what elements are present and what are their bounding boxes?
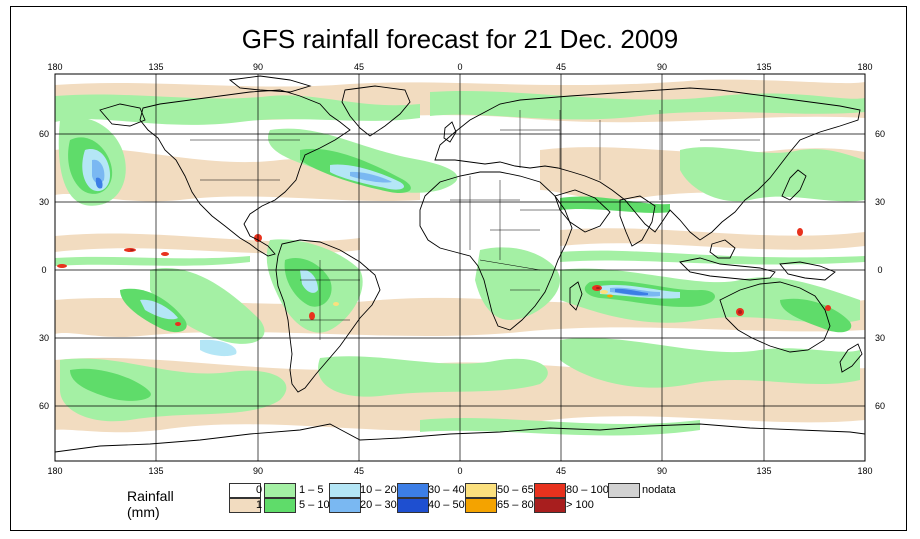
top-tick-label: 180: [857, 62, 872, 72]
coast-new-guinea: [779, 261, 836, 281]
legend-label: 80 – 100: [566, 484, 609, 496]
rain-band-65-80: [607, 294, 613, 298]
left-tick-label: 0: [41, 265, 46, 275]
right-lat-ticks: 60 30 0 30 60: [875, 129, 885, 411]
coast-new-zealand: [839, 343, 863, 373]
graticule: [55, 74, 865, 461]
top-tick-label: 90: [657, 62, 667, 72]
legend-title: Rainfall (mm): [127, 488, 174, 520]
bottom-tick-label: 135: [148, 466, 163, 476]
coast-madagascar: [569, 281, 583, 311]
coast-australia: [719, 281, 831, 353]
legend-swatch-1-5: [264, 483, 296, 498]
right-tick-label: 60: [875, 129, 885, 139]
legend-swatch-20-30: [329, 498, 361, 513]
legend-swatch-1: [229, 498, 261, 513]
left-lat-ticks: 60 30 0 30 60: [39, 129, 49, 411]
legend-label: 65 – 80: [497, 499, 534, 511]
rain-band-over-100: [130, 249, 742, 314]
coast-borneo: [709, 239, 736, 259]
right-tick-label: 0: [877, 265, 882, 275]
coast-indonesia: [679, 257, 776, 281]
bottom-lon-ticks: 180 135 90 45 0 45 90 135 180: [47, 466, 872, 476]
rain-band-1-5: [55, 90, 865, 436]
bottom-tick-label: 0: [457, 466, 462, 476]
right-tick-label: 30: [875, 197, 885, 207]
right-tick-label: 60: [875, 401, 885, 411]
map-title: GFS rainfall forecast for 21 Dec. 2009: [241, 24, 679, 54]
coast-britain: [443, 121, 457, 143]
top-lon-ticks: 180 135 90 45 0 45 90 135 180: [47, 62, 872, 72]
coast-antarctica: [55, 423, 865, 453]
legend-label: 5 – 10: [299, 499, 330, 511]
top-tick-label: 180: [47, 62, 62, 72]
coast-north-america: [139, 89, 351, 257]
legend-swatch-10-20: [329, 483, 361, 498]
coast-alaska: [99, 103, 146, 127]
legend-label: 50 – 65: [497, 484, 534, 496]
legend-swatch-30-40: [397, 483, 429, 498]
rain-band-50-65: [333, 290, 608, 306]
legend-label: nodata: [642, 484, 676, 496]
legend-swatch-65-80: [465, 498, 497, 513]
coast-greenland: [341, 85, 411, 137]
coastlines: [55, 75, 865, 453]
top-tick-label: 135: [148, 62, 163, 72]
bottom-tick-label: 180: [857, 466, 872, 476]
coast-arctic-islands: [228, 75, 312, 93]
legend-swatch-80-100: [534, 483, 566, 498]
map-border: [54, 73, 866, 462]
rain-band-30-40: [95, 177, 648, 296]
bottom-tick-label: 180: [47, 466, 62, 476]
bottom-tick-label: 45: [556, 466, 566, 476]
top-tick-label: 135: [756, 62, 771, 72]
rainfall-field: [55, 74, 865, 461]
legend-label: 10 – 20: [360, 484, 397, 496]
coast-eurasia: [434, 87, 861, 241]
legend-label: 40 – 50: [428, 499, 465, 511]
legend-label: 0: [256, 484, 263, 496]
coast-arabia: [554, 189, 611, 233]
bottom-tick-label: 90: [253, 466, 263, 476]
top-tick-label: 45: [354, 62, 364, 72]
coast-south-america: [275, 239, 381, 393]
left-tick-label: 60: [39, 129, 49, 139]
left-tick-label: 30: [39, 333, 49, 343]
country-borders: [190, 110, 760, 340]
bottom-tick-label: 45: [354, 466, 364, 476]
top-tick-label: 45: [556, 62, 566, 72]
legend-label: > 100: [566, 499, 594, 511]
left-tick-label: 30: [39, 197, 49, 207]
legend-swatch-0: [229, 483, 261, 498]
right-tick-label: 30: [875, 333, 885, 343]
left-tick-label: 60: [39, 401, 49, 411]
legend-swatch-5-10: [264, 498, 296, 513]
legend-swatch-over-100: [534, 498, 566, 513]
legend-label: 1: [256, 499, 263, 511]
coast-india: [619, 195, 656, 247]
legend-swatch-40-50: [397, 498, 429, 513]
coast-africa: [419, 171, 573, 331]
top-tick-label: 0: [457, 62, 462, 72]
coast-japan: [781, 169, 807, 201]
bottom-tick-label: 90: [657, 466, 667, 476]
legend-label: 20 – 30: [360, 499, 397, 511]
legend-swatch-50-65: [465, 483, 497, 498]
bottom-tick-label: 135: [756, 466, 771, 476]
legend-swatch-nodata: [608, 483, 640, 498]
legend-label: 1 – 5: [299, 484, 324, 496]
top-tick-label: 90: [253, 62, 263, 72]
legend-label: 30 – 40: [428, 484, 465, 496]
